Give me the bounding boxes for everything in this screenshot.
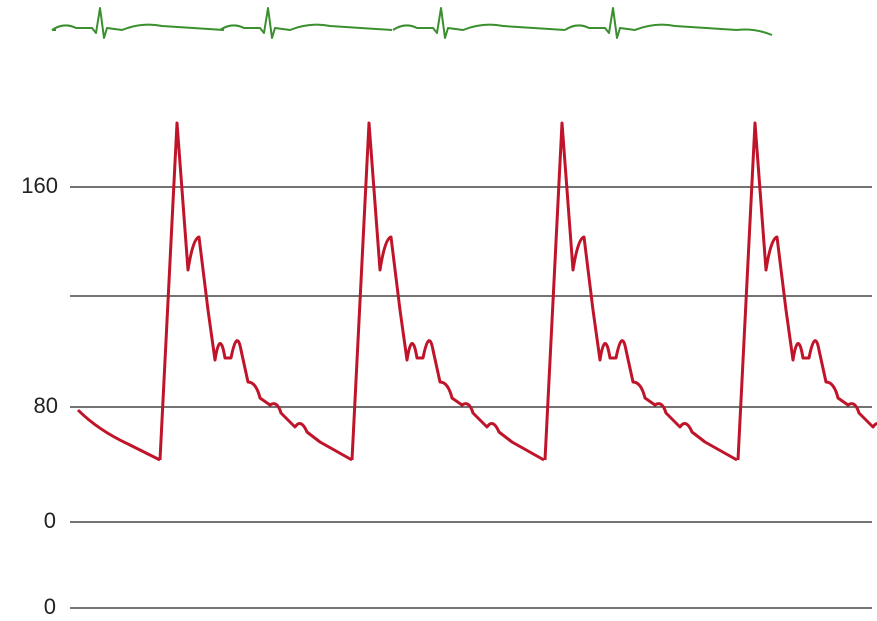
axis-label: 80: [34, 393, 58, 418]
arterial-pressure-trace: [76, 121, 877, 462]
axis-label: 160: [21, 173, 58, 198]
axis-label: 0: [44, 508, 56, 533]
ecg-trace: [51, 7, 773, 39]
axis-label: 0: [44, 594, 56, 619]
